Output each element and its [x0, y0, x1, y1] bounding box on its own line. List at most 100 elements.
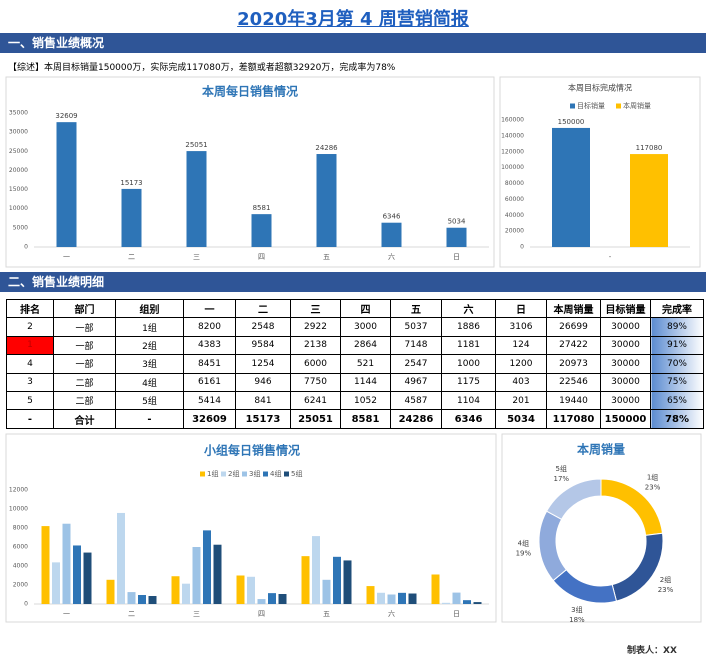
- table-cell: 27422: [546, 335, 601, 356]
- bar: [171, 576, 180, 604]
- bar: [117, 512, 125, 604]
- x-tick-label: 三: [193, 253, 200, 261]
- table-cell: 1181: [441, 335, 496, 356]
- table-cell: 8200: [183, 317, 236, 337]
- table-cell: 4组: [115, 372, 184, 392]
- legend-swatch: [616, 103, 621, 109]
- y-tick-label: 20000: [505, 228, 524, 235]
- x-tick-label: 四: [258, 253, 265, 261]
- data-label: 6346: [383, 213, 401, 221]
- bar: [452, 592, 461, 604]
- bar: [182, 583, 190, 604]
- table-cell: 150000: [600, 409, 651, 429]
- slice-label: 19%: [516, 549, 532, 557]
- table-cell: 6161: [183, 372, 236, 392]
- y-tick-label: 35000: [9, 110, 28, 117]
- table-cell: 1052: [340, 390, 391, 411]
- bar: [316, 154, 337, 247]
- table-cell: 5组: [115, 390, 184, 411]
- header-cell: 二: [235, 298, 291, 319]
- y-tick-label: 100000: [501, 164, 524, 171]
- data-label: 5034: [448, 218, 466, 226]
- bar: [322, 579, 331, 604]
- x-tick-label: 一: [63, 253, 70, 261]
- y-tick-label: 4000: [13, 563, 28, 570]
- legend-label: 3组: [249, 469, 260, 478]
- y-tick-label: 20000: [9, 167, 28, 174]
- bar: [236, 575, 245, 604]
- slice-name: 1组: [647, 472, 658, 481]
- y-tick-label: 15000: [9, 186, 28, 193]
- table-cell: 75%: [650, 372, 704, 392]
- table-cell: 70%: [650, 354, 704, 374]
- table-cell: 1144: [340, 372, 391, 392]
- bar: [333, 556, 341, 604]
- table-cell: 一部: [53, 354, 116, 374]
- legend-label: 5组: [291, 469, 302, 478]
- x-tick-label: 一: [63, 610, 70, 618]
- slice-name: 3组: [571, 605, 582, 614]
- table-cell: 2548: [235, 317, 291, 337]
- bar: [73, 545, 81, 604]
- pie-slice: [611, 532, 664, 602]
- x-tick-label: 三: [193, 610, 200, 618]
- table-cell: 二部: [53, 390, 116, 411]
- table-cell: 2组: [115, 335, 184, 356]
- table-cell: 78%: [650, 409, 704, 429]
- bar: [192, 547, 201, 604]
- chart-frame: [501, 433, 702, 623]
- x-tick-label: 六: [388, 609, 395, 618]
- y-tick-label: 30000: [9, 129, 28, 136]
- x-tick-label: 四: [258, 610, 265, 618]
- table-cell: -: [115, 409, 184, 429]
- footer: 制表人：XX: [627, 646, 677, 656]
- y-tick-label: 12000: [9, 487, 28, 494]
- table-cell: 一部: [53, 335, 116, 356]
- table-cell: 3组: [115, 354, 184, 374]
- table-cell: 25051: [290, 409, 341, 429]
- table-cell: 2138: [290, 335, 341, 356]
- y-tick-label: 0: [24, 244, 28, 251]
- legend-swatch: [200, 471, 205, 477]
- table-cell: 65%: [650, 390, 704, 411]
- table-cell: 5: [6, 390, 54, 411]
- slice-label: 23%: [645, 483, 661, 491]
- slice-name: 2组: [660, 575, 671, 584]
- table-row: - 合计 -32609 15173 25051 8581 24286 6346 5034 1170…: [6, 409, 704, 429]
- table-cell: 7148: [390, 335, 442, 356]
- y-tick-label: 2000: [13, 582, 28, 589]
- table-cell: 124: [495, 335, 547, 356]
- table-cell: 合计: [53, 409, 116, 429]
- legend-swatch: [221, 471, 226, 477]
- table-cell: 91%: [650, 335, 704, 356]
- pie-slice: [552, 568, 618, 604]
- bar: [408, 593, 417, 604]
- bar: [148, 596, 157, 604]
- chart-title: 本周目标完成情况: [568, 83, 632, 93]
- table-cell: 30000: [600, 372, 651, 392]
- y-tick-label: 140000: [501, 132, 524, 139]
- table-cell: 1254: [235, 354, 291, 374]
- table-cell: 20973: [546, 354, 601, 374]
- data-label: 8581: [253, 204, 271, 212]
- header-cell: 日: [495, 298, 547, 319]
- slice-name: 5组: [556, 464, 567, 473]
- bar: [552, 127, 590, 247]
- header-cell: 排名: [6, 298, 54, 319]
- legend-label: 4组: [270, 469, 281, 478]
- y-tick-label: 160000: [501, 117, 524, 124]
- header-cell: 部门: [53, 298, 116, 319]
- bar: [387, 594, 396, 604]
- table-cell: 4: [6, 354, 54, 374]
- bar: [473, 602, 482, 604]
- bar: [186, 151, 207, 247]
- bar: [203, 530, 211, 604]
- table-cell: 一部: [53, 317, 116, 337]
- chart-title: 本周每日销售情况: [202, 84, 298, 99]
- bar: [431, 574, 440, 604]
- bar: [442, 602, 450, 604]
- data-label: 24286: [315, 144, 338, 152]
- y-tick-label: 10000: [9, 205, 28, 212]
- bar: [41, 526, 50, 604]
- table-cell: 946: [235, 372, 291, 392]
